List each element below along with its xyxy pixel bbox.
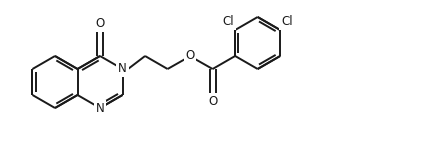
Text: N: N (95, 101, 104, 115)
Text: O: O (95, 17, 104, 30)
Text: O: O (208, 95, 217, 108)
Text: N: N (118, 63, 126, 76)
Text: Cl: Cl (222, 15, 233, 28)
Text: O: O (185, 49, 194, 63)
Text: Cl: Cl (280, 15, 292, 28)
